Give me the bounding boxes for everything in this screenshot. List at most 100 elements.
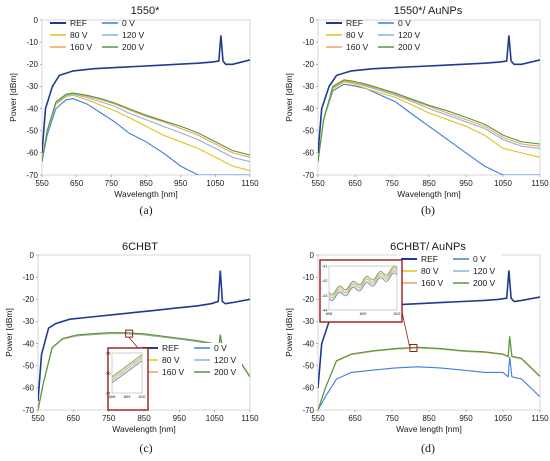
legend-label: 200 V (214, 367, 237, 377)
legend-label: REF (346, 18, 363, 28)
panel-caption: (c) (139, 441, 152, 455)
inset-connector (401, 311, 410, 347)
legend-label: 200 V (473, 278, 496, 288)
panel-caption: (d) (421, 441, 435, 455)
legend-background (138, 343, 242, 387)
legend-label: REF (162, 343, 179, 353)
y-axis-label: Power [dBm] (4, 308, 14, 357)
series-line-160-v (318, 80, 540, 162)
x-tick-label: 1050 (494, 414, 512, 423)
y-tick-label: -10 (302, 273, 314, 282)
legend: REF 0 V 80 V 120 V 160 V 200 V (397, 254, 501, 298)
x-tick-label: 1150 (241, 414, 259, 423)
y-tick-label: -20 (22, 295, 34, 304)
inset-y-tick: -41 (322, 264, 329, 269)
x-tick-label: 850 (139, 179, 153, 188)
inset-trace (111, 359, 143, 382)
y-tick-label: -10 (26, 38, 38, 47)
inset-connector (128, 337, 139, 349)
legend-label: 160 V (70, 42, 93, 52)
series-line-ref (38, 270, 250, 402)
x-tick-label: 1150 (241, 179, 259, 188)
inset-x-tick: 810 (394, 311, 401, 316)
inset-trace (328, 271, 398, 300)
x-tick-label: 750 (105, 179, 119, 188)
legend-label: 80 V (70, 30, 88, 40)
y-tick-label: -70 (302, 171, 314, 180)
x-tick-label: 1150 (531, 414, 549, 423)
x-tick-label: 750 (102, 414, 116, 423)
y-axis-label: Power [dBm] (8, 73, 18, 122)
x-tick-label: 850 (422, 179, 436, 188)
chart-panel-4: 6CHBT/ AuNPs -70 -60 -50 -40 -30 -20 -10 0 550 650… (284, 241, 549, 455)
x-tick-label: 950 (459, 414, 473, 423)
y-tick-label: -50 (22, 362, 34, 371)
legend-label: REF (70, 18, 87, 28)
series-line-160-v (42, 92, 250, 162)
y-tick-label: 0 (310, 16, 315, 25)
inset-y-tick: -35 (105, 351, 112, 356)
inset-y-tick: -44 (322, 308, 329, 313)
x-axis-label: Wavelength [nm] (114, 189, 177, 199)
series-line-ref (42, 35, 250, 153)
series-line-200-v (318, 336, 540, 410)
y-tick-label: -60 (22, 384, 34, 393)
inset-y-tick: -43 (322, 293, 329, 298)
series-line-80-v (42, 94, 250, 172)
series-line-120-v (42, 93, 250, 163)
legend-label: 200 V (398, 42, 421, 52)
series-line-200-v (42, 92, 250, 162)
x-tick-label: 950 (173, 414, 187, 423)
legend-label: 0 V (473, 254, 486, 264)
chart-title: 6CHBT (122, 241, 158, 253)
x-tick-label: 650 (70, 179, 84, 188)
inset-trace (328, 267, 398, 297)
x-tick-label: 950 (459, 179, 473, 188)
inset-y-tick: -42 (322, 278, 329, 283)
y-tick-label: -30 (302, 317, 314, 326)
x-tick-label: 950 (174, 179, 188, 188)
chart-title: 6CHBT/ AuNPs (390, 241, 466, 253)
y-tick-label: 0 (30, 251, 35, 260)
inset: 808 809 810 -41 -42 -43 -44 (319, 259, 418, 352)
x-tick-label: 650 (348, 179, 362, 188)
series-line-0-v (42, 98, 250, 175)
chart-panel-3: 6CHBT -70 -60 -50 -40 -30 -20 -10 0 550 650 750 850 9… (4, 241, 259, 455)
legend-label: 120 V (214, 355, 237, 365)
y-tick-label: -50 (302, 127, 314, 136)
y-tick-label: -10 (22, 273, 34, 282)
legend-label: 80 V (421, 266, 439, 276)
y-tick-label: -40 (302, 339, 314, 348)
inset-marker (125, 329, 134, 338)
y-tick-label: 0 (310, 251, 315, 260)
chart-panel-2: 1550*/ AuNPs -70 -60 -50 -40 -30 -20 -10 0 550 650… (284, 5, 549, 217)
x-tick-label: 650 (348, 414, 362, 423)
x-tick-label: 1050 (494, 179, 512, 188)
inset-trace (328, 272, 398, 302)
x-axis-label: Wavelength [nm] (397, 189, 460, 199)
y-tick-label: -40 (22, 339, 34, 348)
y-axis-label: Power [dBm] (284, 73, 294, 122)
legend-background (397, 254, 501, 298)
series-line-80-v (318, 81, 540, 162)
y-tick-label: -20 (26, 60, 38, 69)
y-tick-label: 0 (34, 16, 39, 25)
y-tick-label: -30 (302, 82, 314, 91)
panel-caption: (a) (139, 203, 152, 217)
inset-x-tick: 809 (360, 311, 367, 316)
panel-caption: (b) (421, 203, 435, 217)
x-tick-label: 750 (385, 414, 399, 423)
chart-title: 1550*/ AuNPs (394, 5, 463, 17)
legend-label: 120 V (398, 30, 421, 40)
legend-label: 200 V (122, 42, 145, 52)
chart-title: 1550* (131, 5, 160, 17)
legend: REF 0 V 80 V 120 V 160 V 200 V (138, 343, 242, 387)
y-tick-label: -20 (302, 60, 314, 69)
x-tick-label: 550 (311, 179, 325, 188)
inset: 808 809 810 -35 -36 -37 (105, 329, 149, 411)
legend-label: 120 V (473, 266, 496, 276)
inset-trace (111, 354, 143, 377)
inset-trace (111, 357, 143, 381)
inset-y-tick: -37 (105, 391, 112, 396)
